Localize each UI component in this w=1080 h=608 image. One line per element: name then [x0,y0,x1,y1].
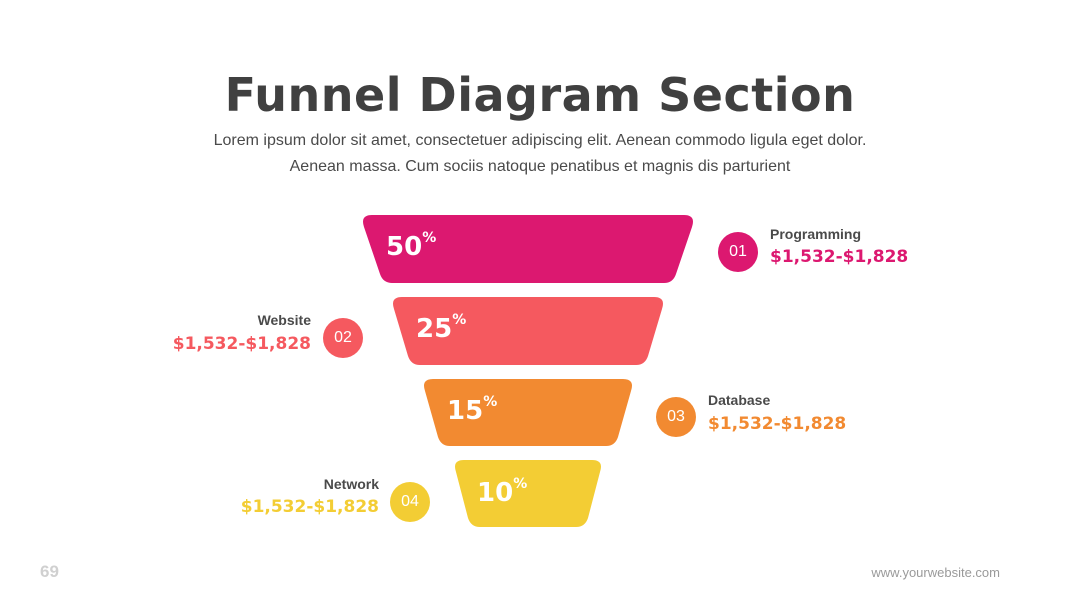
segment-1-percent: 50% [386,230,437,262]
subtitle-line-2: Aenean massa. Cum sociis natoque penatib… [289,158,791,175]
stage-1-value: $1,532-$1,828 [770,247,909,267]
funnel-segment-4 [455,460,601,527]
segment-4-unit: % [513,476,528,492]
page-number: 69 [40,562,59,581]
segment-3-percent: 15% [447,394,498,426]
stage-2-name: Website [257,312,311,328]
segment-4-percent: 10% [477,476,528,508]
stage-1-name: Programming [770,226,862,242]
stage-3-badge: 03 [656,397,696,437]
segment-3-unit: % [483,394,498,410]
stage-2-badge: 02 [323,318,363,358]
funnel-segment-1 [363,215,693,283]
funnel-segment-2 [393,297,663,365]
segment-1-unit: % [422,230,437,246]
page-title: Funnel Diagram Section [224,68,856,122]
website-link[interactable]: www.yourwebsite.com [871,565,1000,580]
stage-1-badge: 01 [718,232,758,272]
segment-2-unit: % [452,312,467,328]
stage-2-value: $1,532-$1,828 [172,334,311,354]
page-subtitle: Lorem ipsum dolor sit amet, consectetuer… [140,128,940,180]
funnel-segment-3 [424,379,632,446]
segment-2-percent: 25% [416,312,467,344]
stage-4-name: Network [323,476,379,492]
stage-3-name: Database [708,392,771,408]
stage-4-badge: 04 [390,482,430,522]
stage-4-value: $1,532-$1,828 [240,497,379,517]
stage-3-value: $1,532-$1,828 [708,414,847,434]
subtitle-line-1: Lorem ipsum dolor sit amet, consectetuer… [213,132,867,149]
